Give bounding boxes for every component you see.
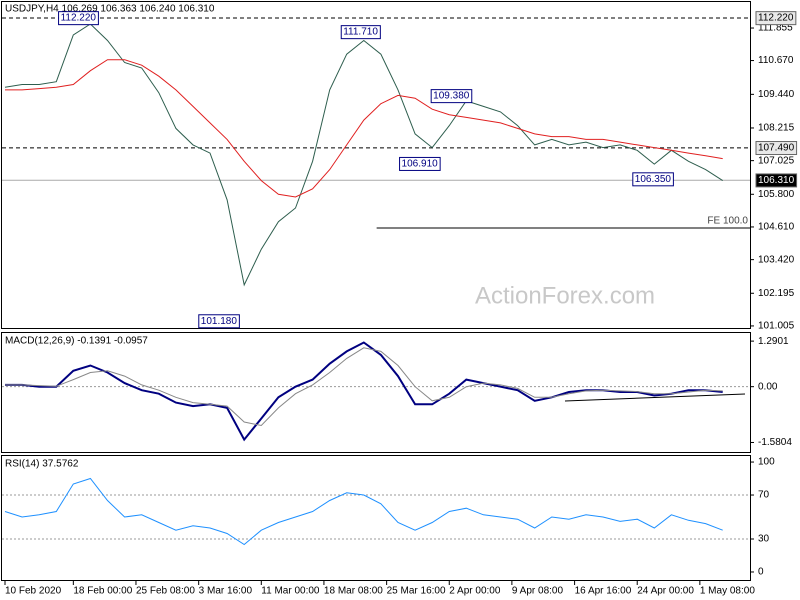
label-box — [399, 156, 441, 171]
annotation: 111.710 — [343, 27, 378, 38]
label-box — [755, 141, 798, 156]
annotation: 106.910 — [402, 158, 439, 169]
series-line — [4, 477, 723, 546]
level-label: 106.310 — [758, 175, 795, 186]
label-box — [632, 172, 674, 187]
projection-label: FE 100.0 — [707, 216, 748, 227]
x-tick-label: 11 Mar 00:00 — [261, 586, 320, 597]
panel-title: RSI(14) 37.5762 — [5, 459, 79, 470]
price-panel — [1, 1, 751, 329]
rsi-panel — [1, 455, 751, 581]
y-tick-label: 109.440 — [758, 89, 795, 100]
y-tick-label: 104.610 — [758, 222, 795, 233]
x-tick-label: 18 Feb 00:00 — [73, 586, 132, 597]
y-tick-label: 30 — [758, 534, 770, 545]
level-label: 107.490 — [758, 143, 795, 154]
y-tick-label: 110.670 — [758, 55, 794, 66]
label-box — [430, 89, 473, 104]
macd-panel — [1, 332, 751, 453]
x-tick-label: 1 May 08:00 — [700, 586, 755, 597]
series-line — [5, 347, 723, 427]
y-tick-label: -1.5804 — [758, 437, 792, 448]
y-tick-label: 107.025 — [758, 155, 795, 166]
label-box — [755, 173, 798, 188]
label-box — [755, 11, 797, 26]
x-tick-label: 25 Feb 08:00 — [136, 586, 195, 597]
y-tick-label: 108.215 — [758, 123, 795, 134]
y-tick-label: 103.420 — [758, 254, 795, 265]
label-box — [340, 25, 381, 40]
y-tick-label: 101.005 — [758, 321, 795, 332]
series-line — [4, 23, 723, 287]
annotation: 101.180 — [201, 316, 238, 327]
annotation: 106.350 — [635, 174, 672, 185]
label-box — [198, 314, 240, 329]
annotation: 112.220 — [61, 13, 97, 24]
x-tick-label: 9 Apr 08:00 — [512, 586, 564, 597]
x-tick-label: 2 Apr 00:00 — [449, 586, 501, 597]
y-tick-label: 70 — [758, 490, 770, 501]
panel-title: USDJPY,H4 106.269 106.363 106.240 106.31… — [5, 4, 215, 15]
x-tick-label: 16 Apr 16:00 — [575, 586, 632, 597]
x-tick-label: 24 Apr 00:00 — [637, 586, 694, 597]
panel-title: MACD(12,26,9) -0.1391 -0.0957 — [5, 336, 148, 347]
x-tick-label: 3 Mar 16:00 — [199, 586, 253, 597]
y-tick-label: 105.800 — [758, 189, 795, 200]
level-label: 112.220 — [758, 13, 794, 24]
x-tick-label: 10 Feb 2020 — [5, 586, 62, 597]
series-line — [5, 59, 723, 198]
annotation: 109.380 — [433, 91, 470, 102]
watermark: ActionForex.com — [475, 282, 655, 309]
y-tick-label: 111.855 — [758, 23, 793, 34]
y-tick-label: 1.2901 — [758, 336, 789, 347]
y-tick-label: 100 — [758, 457, 775, 468]
label-box — [58, 11, 99, 26]
x-tick-label: 25 Mar 16:00 — [387, 586, 446, 597]
y-tick-label: 0 — [758, 567, 764, 578]
macd-trendline — [564, 393, 746, 402]
y-tick-label: 0.00 — [758, 381, 778, 392]
y-tick-label: 102.195 — [758, 288, 795, 299]
x-tick-label: 18 Mar 08:00 — [324, 586, 383, 597]
